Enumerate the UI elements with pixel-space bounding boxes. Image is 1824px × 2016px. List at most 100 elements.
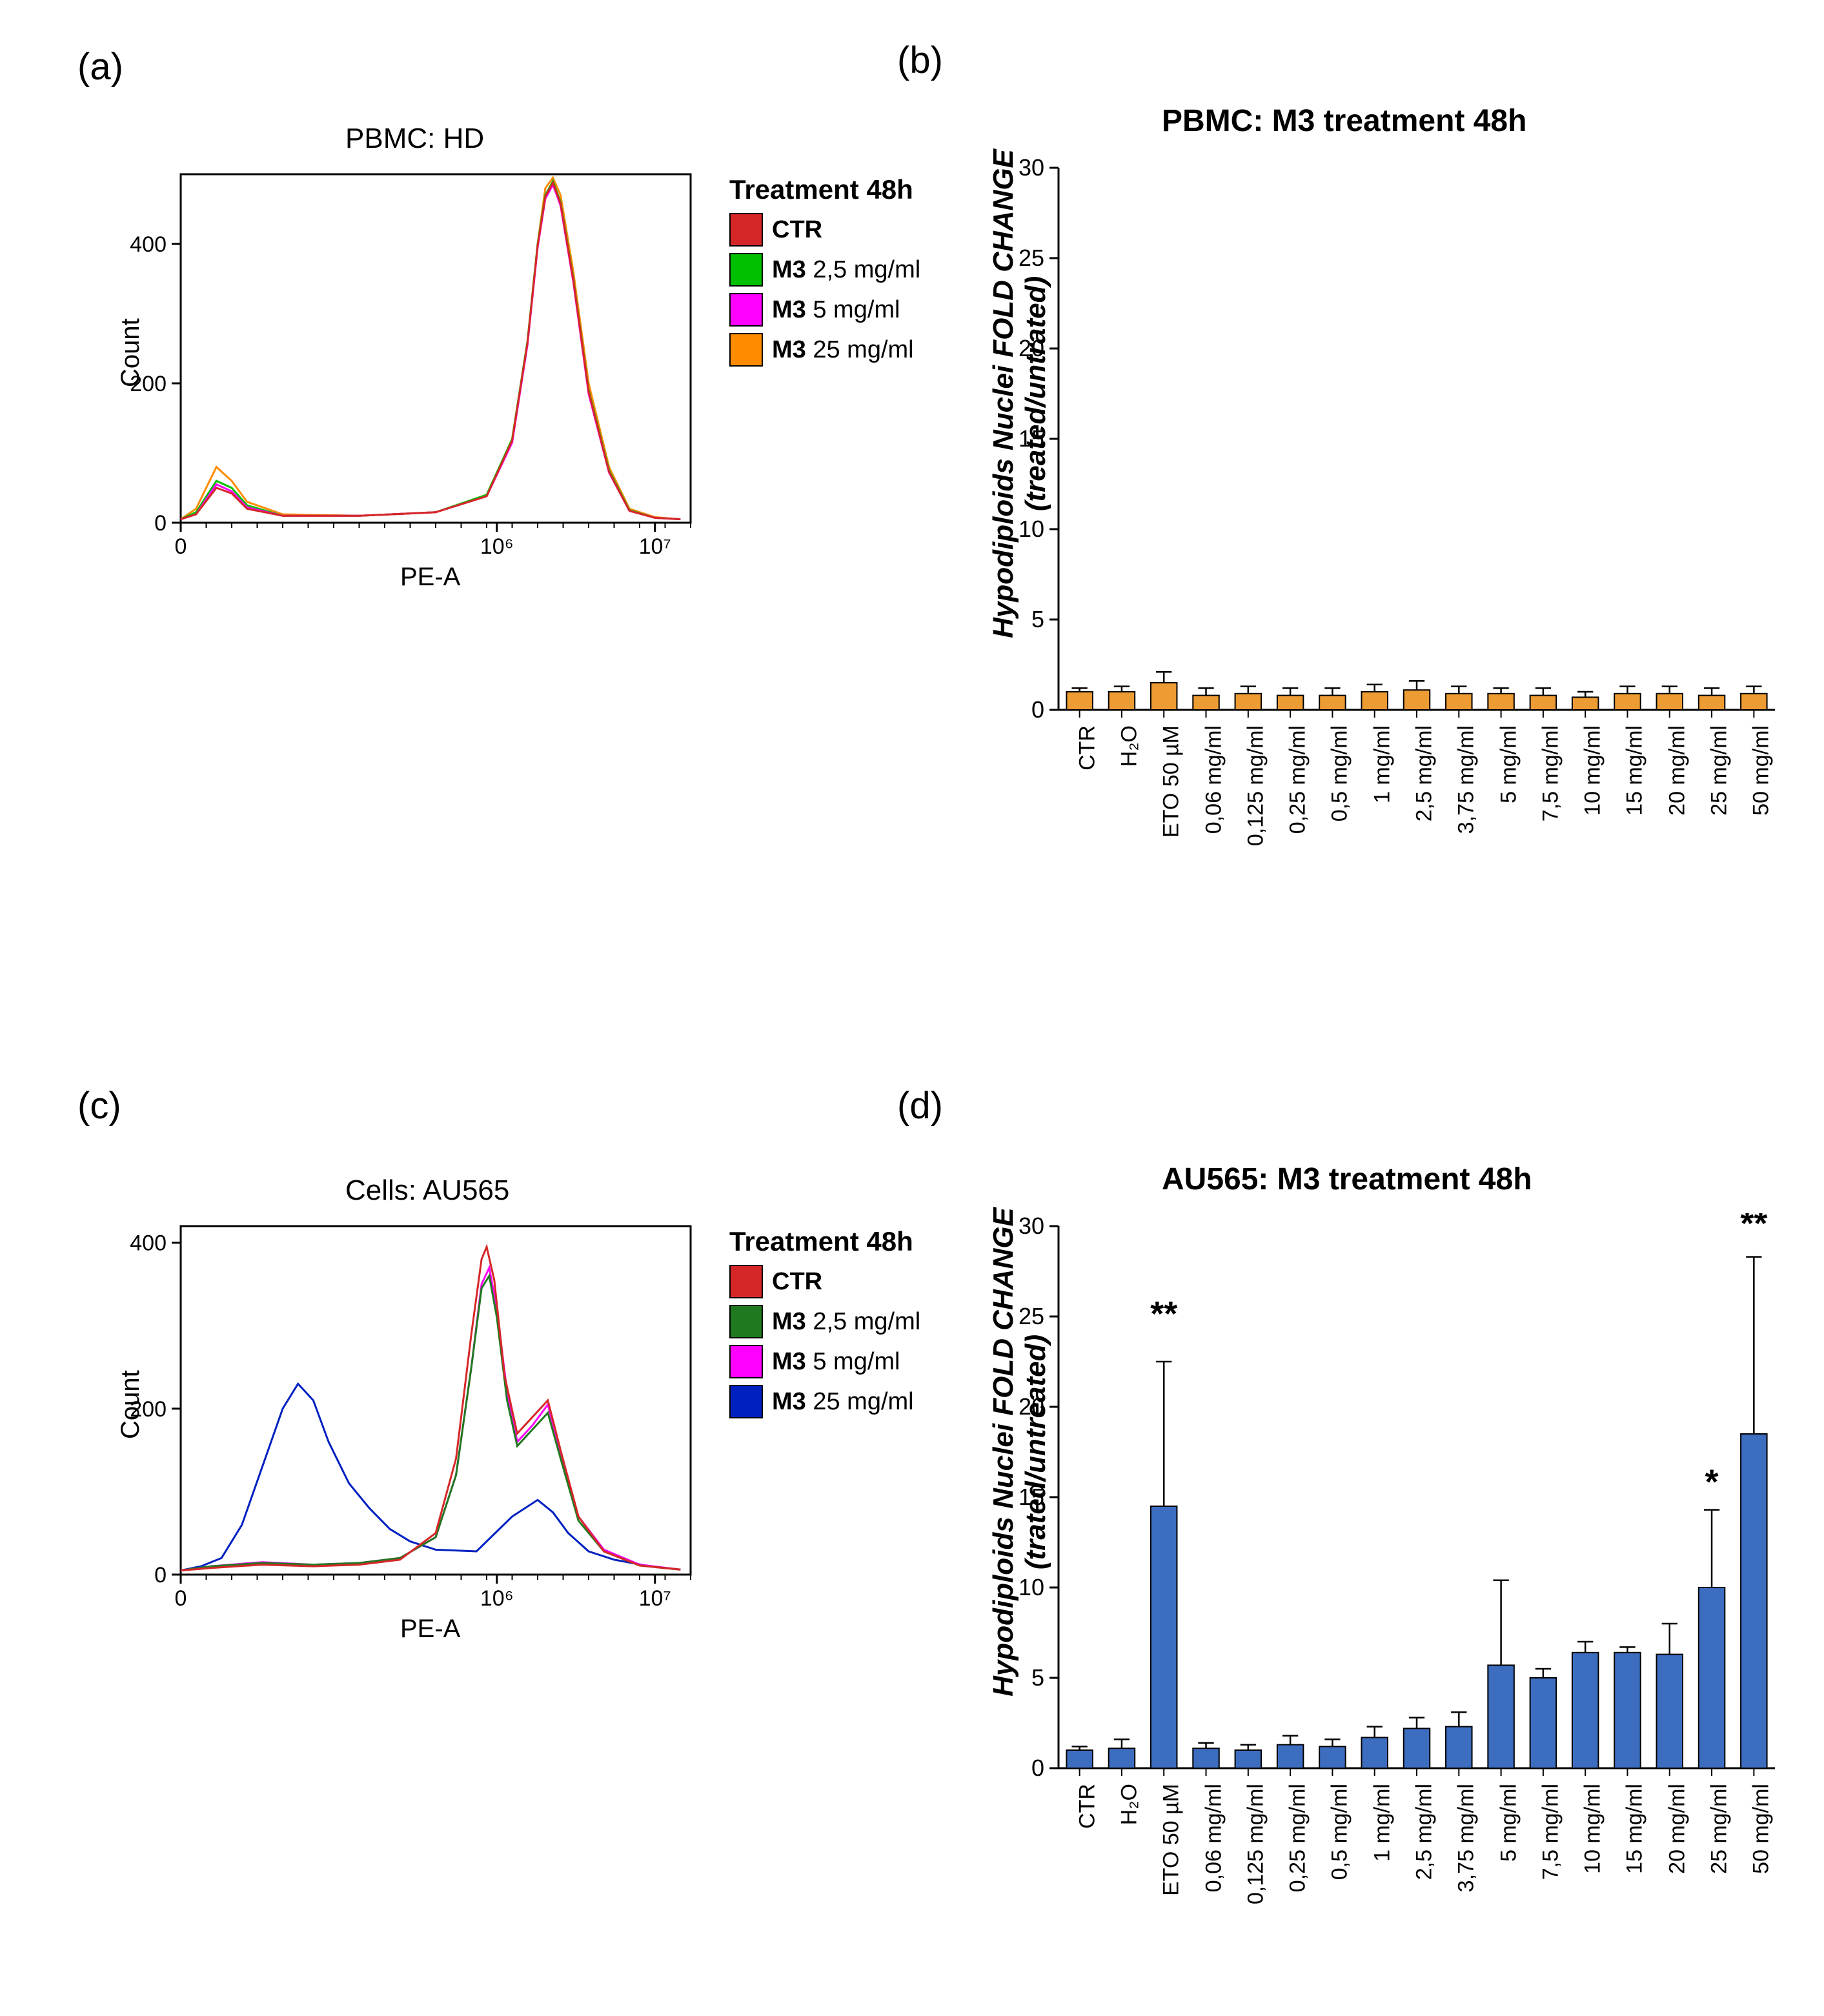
bar <box>1066 1750 1092 1768</box>
bar-yaxis-title: Hypodiploids Nuclei FOLD CHANGE(treated/… <box>988 103 1052 684</box>
bar-category-label: 20 mg/ml <box>1665 1784 1690 2016</box>
bar <box>1572 697 1598 710</box>
legend-item: CTR <box>729 1265 822 1298</box>
bar-category-label: 50 mg/ml <box>1749 1784 1774 2016</box>
bar <box>1488 694 1514 710</box>
bar-category-label: 0,5 mg/ml <box>1328 725 1353 958</box>
y-axis-label: Count <box>116 1370 145 1439</box>
bar <box>1404 690 1430 710</box>
svg-text:0: 0 <box>175 534 187 559</box>
bar <box>1699 1588 1725 1768</box>
legend-item: M3 2,5 mg/ml <box>729 253 920 287</box>
bar-category-label: 5 mg/ml <box>1496 725 1521 958</box>
svg-text:0: 0 <box>154 511 167 536</box>
bar-category-label: ETO 50 µM <box>1159 725 1184 958</box>
svg-text:*: * <box>1705 1462 1719 1501</box>
panel-letter-b: (b) <box>897 39 943 82</box>
svg-text:0: 0 <box>1031 1755 1044 1781</box>
bar-category-label: 2,5 mg/ml <box>1412 725 1437 958</box>
bar <box>1361 1737 1387 1768</box>
svg-text:0: 0 <box>154 1563 167 1588</box>
svg-text:0: 0 <box>1031 696 1044 723</box>
bar-category-label: 15 mg/ml <box>1623 1784 1648 2016</box>
bar-category-label: 0,125 mg/ml <box>1243 725 1268 958</box>
svg-text:10⁷: 10⁷ <box>639 1586 671 1611</box>
bar <box>1741 694 1767 710</box>
legend-item: M3 5 mg/ml <box>729 293 900 327</box>
x-axis-label: PE-A <box>400 563 460 592</box>
bar <box>1193 1748 1219 1768</box>
flow-histogram: 0200400010⁶10⁷ <box>123 161 704 574</box>
bar-category-label: 0,06 mg/ml <box>1201 725 1226 958</box>
bar <box>1614 694 1640 710</box>
bar <box>1193 696 1219 710</box>
bar-category-label: 50 mg/ml <box>1749 725 1774 958</box>
bar-category-label: 5 mg/ml <box>1496 1784 1521 2016</box>
bar-category-label: 25 mg/ml <box>1707 725 1732 958</box>
legend-title: Treatment 48h <box>729 1226 913 1257</box>
bar <box>1066 692 1092 710</box>
bar <box>1277 696 1303 710</box>
legend-item: M3 2,5 mg/ml <box>729 1305 920 1338</box>
histogram-title: Cells: AU565 <box>345 1174 509 1207</box>
legend-item: M3 5 mg/ml <box>729 1345 900 1378</box>
bar-category-label: 20 mg/ml <box>1665 725 1690 958</box>
bar-category-label: H₂O <box>1117 725 1142 958</box>
bar-category-label: 0,25 mg/ml <box>1286 1784 1311 2016</box>
bar-category-label: 2,5 mg/ml <box>1412 1784 1437 2016</box>
bar-category-label: CTR <box>1075 725 1100 958</box>
bar-category-label: 15 mg/ml <box>1623 725 1648 958</box>
bar <box>1488 1665 1514 1768</box>
panel-letter-c: (c) <box>77 1084 121 1127</box>
bar-category-label: 0,125 mg/ml <box>1243 1784 1268 2016</box>
bar <box>1109 692 1135 710</box>
svg-text:10⁷: 10⁷ <box>639 534 671 559</box>
bar-category-label: 1 mg/ml <box>1370 725 1395 958</box>
bar <box>1657 694 1683 710</box>
svg-text:400: 400 <box>130 1231 167 1256</box>
legend-title: Treatment 48h <box>729 174 913 205</box>
bar <box>1319 1746 1345 1768</box>
x-axis-label: PE-A <box>400 1615 460 1644</box>
svg-text:10⁶: 10⁶ <box>480 534 514 559</box>
bar <box>1446 694 1472 710</box>
bar <box>1109 1748 1135 1768</box>
bar-category-label: 7,5 mg/ml <box>1538 725 1563 958</box>
bar <box>1361 692 1387 710</box>
bar <box>1446 1727 1472 1768</box>
bar <box>1151 1506 1177 1768</box>
bar <box>1319 696 1345 710</box>
svg-text:400: 400 <box>130 232 167 257</box>
bar <box>1151 683 1177 710</box>
bar-chart-title: AU565: M3 treatment 48h <box>1162 1162 1532 1197</box>
bar-category-label: H₂O <box>1117 1784 1142 2016</box>
bar-category-label: ETO 50 µM <box>1159 1784 1184 2016</box>
svg-text:**: ** <box>1740 1213 1767 1243</box>
bar <box>1657 1655 1683 1768</box>
bar-category-label: 10 mg/ml <box>1581 725 1606 958</box>
bar-category-label: 1 mg/ml <box>1370 1784 1395 2016</box>
legend-item: M3 25 mg/ml <box>729 333 914 367</box>
svg-text:**: ** <box>1150 1295 1177 1333</box>
bar-category-label: 0,06 mg/ml <box>1201 1784 1226 2016</box>
bar <box>1235 1750 1261 1768</box>
bar-chart-pbmc: 051015202530 <box>994 155 1788 736</box>
bar-category-label: 0,25 mg/ml <box>1286 725 1311 958</box>
bar-category-label: 10 mg/ml <box>1581 1784 1606 2016</box>
panel-letter-a: (a) <box>77 45 123 88</box>
svg-text:10⁶: 10⁶ <box>480 1586 514 1611</box>
y-axis-label: Count <box>116 318 145 387</box>
bar-category-label: 3,75 mg/ml <box>1454 1784 1479 2016</box>
flow-histogram: 0200400010⁶10⁷ <box>123 1213 704 1626</box>
bar-yaxis-title: Hypodiploids Nuclei FOLD CHANGE(trated/u… <box>988 1162 1052 1742</box>
legend-item: CTR <box>729 213 822 247</box>
legend-item: M3 25 mg/ml <box>729 1385 914 1418</box>
bar-category-label: CTR <box>1075 1784 1100 2016</box>
bar <box>1235 694 1261 710</box>
bar-category-label: 25 mg/ml <box>1707 1784 1732 2016</box>
bar-category-label: 7,5 mg/ml <box>1538 1784 1563 2016</box>
bar <box>1404 1728 1430 1768</box>
bar <box>1530 1678 1556 1768</box>
bar-chart-title: PBMC: M3 treatment 48h <box>1162 103 1526 139</box>
bar <box>1277 1745 1303 1768</box>
